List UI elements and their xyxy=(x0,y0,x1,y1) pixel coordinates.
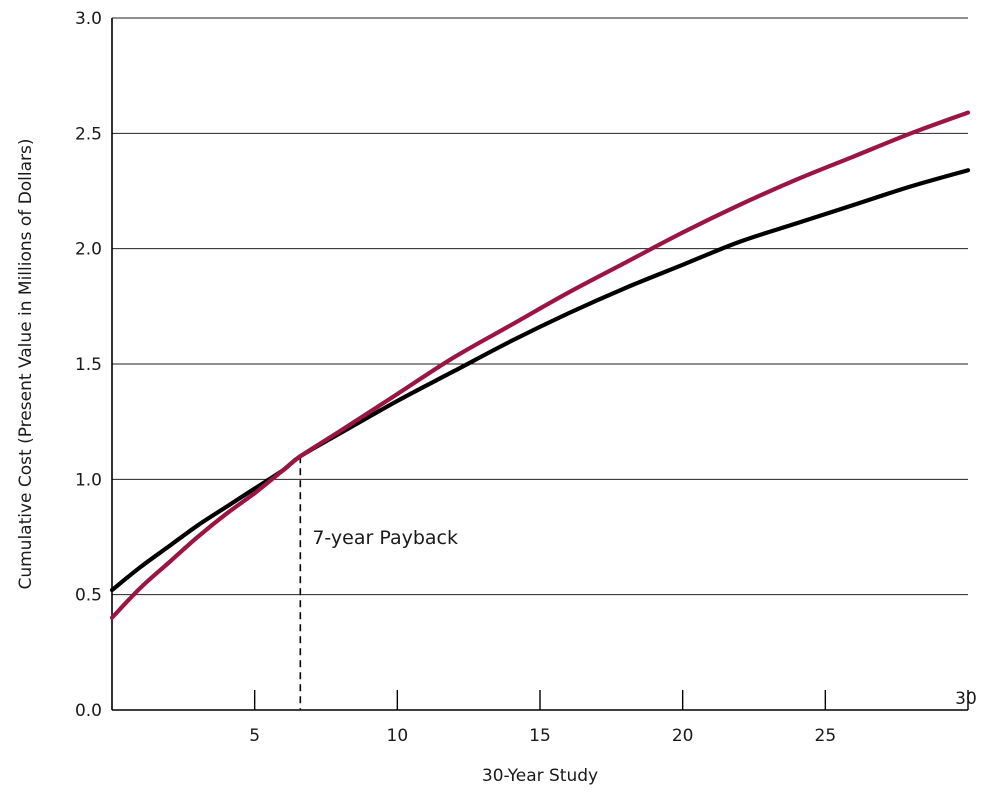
annotations: 7-year Payback xyxy=(299,456,458,710)
y-tick-label-6: 3.0 xyxy=(75,9,102,29)
x-tick-label-5: 30 xyxy=(955,689,977,709)
y-tick-label-2: 1.0 xyxy=(75,470,102,490)
y-tick-label-3: 1.5 xyxy=(75,355,102,375)
x-tick-label-0: 5 xyxy=(249,726,260,746)
x-axis-title: 30-Year Study xyxy=(482,766,598,786)
y-axis-ticks: 0.0 0.5 1.0 1.5 2.0 2.5 3.0 xyxy=(75,9,102,721)
y-axis-title: Cumulative Cost (Present Value in Millio… xyxy=(16,138,36,589)
y-tick-label-0: 0.0 xyxy=(75,701,102,721)
series-line-black xyxy=(109,168,971,593)
x-tick-label-2: 15 xyxy=(529,726,551,746)
series-line-crimson xyxy=(109,110,971,620)
x-tick-label-4: 25 xyxy=(815,726,837,746)
payback-label: 7-year Payback xyxy=(312,527,458,549)
y-tick-label-1: 0.5 xyxy=(75,586,102,606)
x-axis-ticks: 5 10 15 20 25 30 xyxy=(249,689,977,746)
series-lines xyxy=(109,110,971,620)
y-tick-label-5: 2.5 xyxy=(75,124,102,144)
x-tick-label-1: 10 xyxy=(387,726,409,746)
y-tick-label-4: 2.0 xyxy=(75,240,102,260)
x-tick-label-3: 20 xyxy=(672,726,694,746)
gridlines xyxy=(112,17,968,596)
